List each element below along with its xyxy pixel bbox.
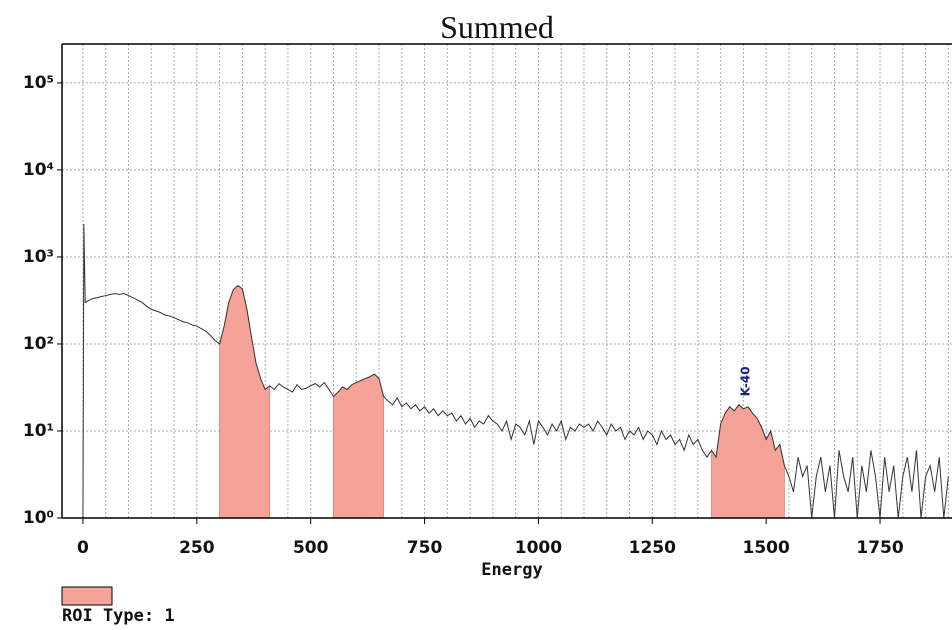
y-tick-label: 10² (23, 334, 54, 354)
x-tick-label: 750 (407, 538, 443, 558)
x-axis-label: Energy (481, 560, 542, 580)
x-tick-label: 1500 (743, 538, 790, 558)
x-tick-label: 1750 (856, 538, 903, 558)
y-tick-label: 10⁰ (23, 508, 54, 528)
y-tick-label: 10⁵ (23, 73, 54, 93)
y-tick-label: 10³ (23, 247, 54, 267)
roi-area (333, 373, 384, 519)
annotation: K-40 (739, 366, 753, 396)
legend-swatch (61, 586, 113, 606)
x-tick-label: 500 (293, 538, 329, 558)
chart-title: Summed (440, 9, 554, 45)
y-tick-label: 10⁴ (23, 160, 54, 180)
y-tick-label: 10¹ (23, 421, 54, 441)
roi-area (711, 404, 785, 519)
x-tick-label: 1000 (515, 538, 562, 558)
spectrum-line (82, 223, 949, 519)
x-tick-label: 0 (77, 538, 89, 558)
x-tick-label: 1250 (629, 538, 676, 558)
x-tick-label: 250 (179, 538, 215, 558)
legend-label: ROI Type: 1 (62, 606, 175, 626)
roi-area (219, 284, 271, 519)
